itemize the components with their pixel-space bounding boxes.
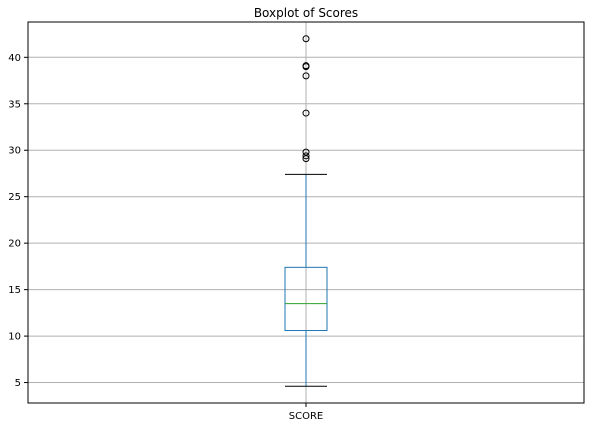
y-tick-label: 40 [8, 53, 21, 64]
y-tick-label: 5 [15, 378, 21, 389]
y-tick-label: 10 [8, 332, 21, 343]
outlier-point [302, 35, 310, 43]
x-tick-label: SCORE [289, 411, 323, 422]
iqr-box [284, 266, 328, 332]
plot-frame [27, 21, 585, 404]
outlier-point [302, 155, 310, 163]
y-tick-label: 30 [8, 146, 21, 157]
outlier-point [302, 152, 310, 160]
outlier-point [302, 62, 310, 70]
chart-title: Boxplot of Scores [254, 6, 358, 20]
y-tick-label: 25 [8, 192, 21, 203]
y-tick-label: 35 [8, 99, 21, 110]
outlier-point [302, 109, 310, 117]
y-tick-label: 15 [8, 285, 21, 296]
box-layer [284, 35, 328, 387]
y-tick-label: 20 [8, 239, 21, 250]
outlier-point [302, 72, 310, 80]
outlier-point [302, 148, 310, 156]
axis-layer: 5 10 15 20 25 30 35 40 SCORE [8, 53, 323, 422]
